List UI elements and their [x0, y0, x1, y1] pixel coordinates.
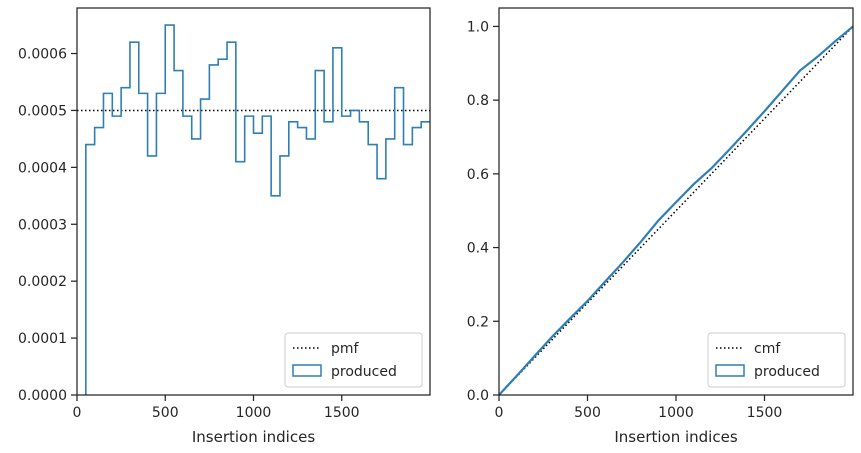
legend-pmf-label: pmf	[331, 341, 360, 357]
y-tick-label: 0.6	[467, 167, 489, 183]
x-axis-label: Insertion indices	[614, 428, 737, 446]
x-tick-label: 500	[152, 405, 179, 421]
legend-produced-label: produced	[331, 364, 397, 380]
legend: pmf produced	[284, 332, 423, 388]
plot-area	[77, 24, 430, 395]
y-tick-label: 0.0001	[18, 331, 67, 347]
axes-frame	[76, 7, 431, 396]
y-tick-label: 0.0004	[18, 160, 67, 176]
x-axis-label: Insertion indices	[192, 428, 315, 446]
legend-box	[284, 332, 423, 388]
x-tick-label: 1500	[324, 405, 360, 421]
y-tick-label: 0.0003	[18, 217, 67, 233]
legend-produced-label: produced	[754, 364, 820, 380]
y-tick-label: 0.8	[467, 93, 489, 109]
x-tick-label: 1500	[747, 405, 783, 421]
y-tick-label: 0.2	[467, 314, 489, 330]
legend-produced-swatch	[715, 364, 745, 377]
plot-area	[498, 25, 854, 396]
series-produced-line	[498, 25, 854, 396]
x-tick-label: 500	[574, 405, 601, 421]
x-tick-label: 0	[495, 405, 504, 421]
pmf-histogram-panel: 0 500 1000 1500 0.0000 0.0001 0.0002 0.0003 0.00…	[18, 7, 431, 446]
legend: cmf produced	[707, 332, 846, 388]
y-tick-label: 0.0	[467, 388, 489, 404]
y-tick-label: 0.0005	[18, 103, 67, 119]
cmf-cumulative-panel: 0 500 1000 1500 0.0 0.2 0.4 0.6 0.8 1.0 Insertion…	[467, 7, 854, 446]
y-tick-label: 0.0006	[18, 47, 67, 63]
legend-produced-swatch	[292, 364, 322, 377]
y-tick-label: 0.0002	[18, 274, 67, 290]
axes-frame	[498, 7, 854, 396]
series-produced-histogram	[85, 24, 430, 395]
x-tick-label: 1000	[658, 405, 694, 421]
y-tick-label: 0.4	[467, 241, 489, 257]
legend-cmf-label: cmf	[754, 341, 781, 357]
x-tick-label: 1000	[236, 405, 272, 421]
axis-ticks: 0 500 1000 1500 0.0000 0.0001 0.0002 0.0003 0.00…	[18, 47, 360, 421]
x-tick-label: 0	[73, 405, 82, 421]
y-tick-label: 1.0	[467, 19, 489, 35]
reference-line-cmf	[498, 25, 854, 396]
y-tick-label: 0.0000	[18, 388, 67, 404]
legend-box	[707, 332, 846, 388]
axis-ticks: 0 500 1000 1500 0.0 0.2 0.4 0.6 0.8 1.0	[467, 19, 783, 421]
